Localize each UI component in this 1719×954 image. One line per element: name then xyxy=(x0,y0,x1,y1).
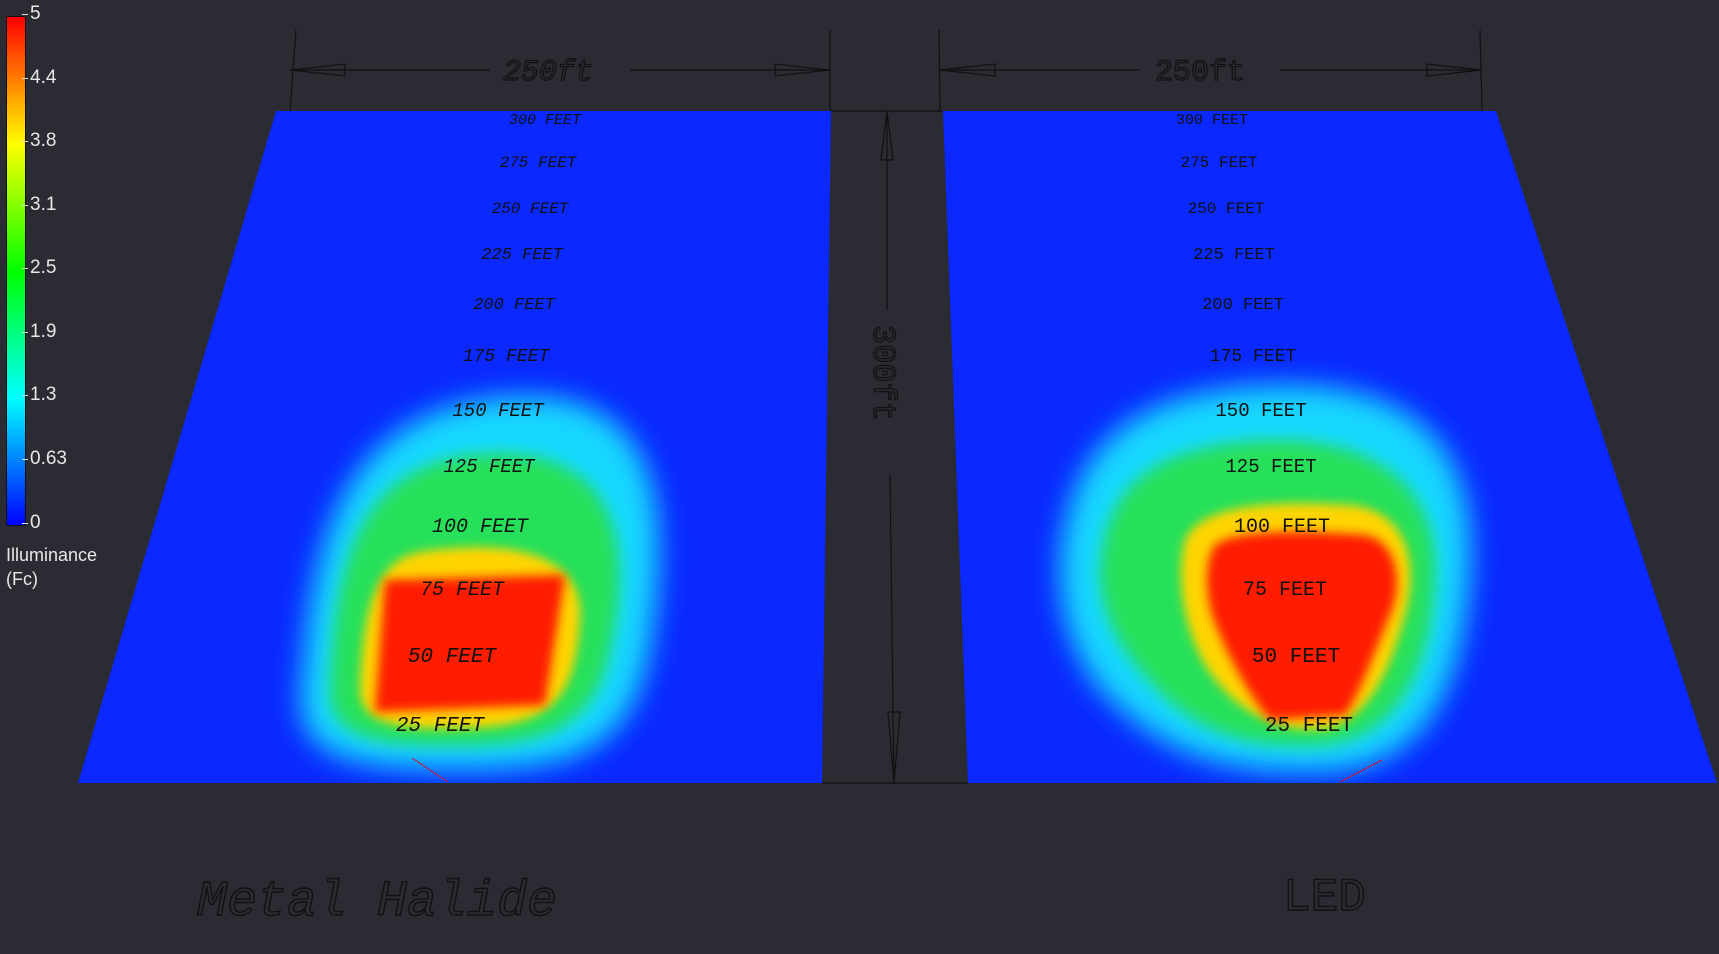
led-label-175: 175 FEET xyxy=(1210,347,1297,367)
led-label-225: 225 FEET xyxy=(1193,246,1275,265)
left-width-label: 250ft xyxy=(503,56,593,90)
illuminance-legend: 5 4.4 3.8 3.1 2.5 1.9 1.3 0.63 0 Illumin… xyxy=(0,0,120,600)
mh-label-300: 300 FEET xyxy=(509,112,582,129)
legend-title-line1: Illuminance xyxy=(6,545,98,565)
left-width-dimension xyxy=(289,29,831,112)
led-label-25: 25 FEET xyxy=(1265,715,1353,738)
led-label-125: 125 FEET xyxy=(1225,456,1316,478)
led-floor xyxy=(943,111,1717,783)
length-dimension xyxy=(822,110,968,784)
mh-label-100: 100 FEET xyxy=(432,516,529,539)
legend-color-bar xyxy=(6,16,26,526)
legend-title-line2: (Fc) xyxy=(6,569,38,589)
legend-tick-3-8: 3.8 xyxy=(21,130,57,151)
led-label-200: 200 FEET xyxy=(1202,296,1284,315)
mh-label-250: 250 FEET xyxy=(492,200,570,218)
mh-source-marker xyxy=(411,757,449,783)
metal-halide-title: Metal Halide xyxy=(197,874,557,931)
led-source-marker xyxy=(1339,759,1383,783)
mh-red-zone xyxy=(375,575,565,712)
metal-halide-floor xyxy=(78,111,831,783)
mh-label-175: 175 FEET xyxy=(463,347,551,367)
mh-label-150: 150 FEET xyxy=(452,400,545,422)
right-width-label: 250ft xyxy=(1155,56,1245,90)
led-label-50: 50 FEET xyxy=(1252,646,1340,669)
legend-tick-4-4: 4.4 xyxy=(21,67,57,88)
led-label-100: 100 FEET xyxy=(1234,516,1330,539)
mh-label-225: 225 FEET xyxy=(481,246,563,265)
legend-tick-2-5: 2.5 xyxy=(21,257,57,278)
right-width-dimension xyxy=(938,29,1483,112)
legend-tick-3-1: 3.1 xyxy=(21,194,57,215)
mh-label-275: 275 FEET xyxy=(500,154,578,172)
legend-tick-5: 5 xyxy=(22,3,41,24)
mh-label-50: 50 FEET xyxy=(408,646,498,669)
mh-label-125: 125 FEET xyxy=(443,456,536,478)
mh-label-25: 25 FEET xyxy=(396,715,486,738)
legend-tick-0: 0 xyxy=(22,512,41,533)
led-label-75: 75 FEET xyxy=(1243,579,1327,602)
led-label-150: 150 FEET xyxy=(1215,400,1306,422)
mh-distance-labels: 300 FEET 275 FEET 250 FEET 225 FEET 200 … xyxy=(396,112,582,738)
led-label-300: 300 FEET xyxy=(1176,112,1248,129)
legend-tick-1-9: 1.9 xyxy=(21,321,57,342)
mh-label-200: 200 FEET xyxy=(473,296,555,315)
legend-tick-0-63: 0.63 xyxy=(22,448,67,469)
led-distance-labels: 300 FEET 275 FEET 250 FEET 225 FEET 200 … xyxy=(1176,112,1353,738)
legend-tick-1-3: 1.3 xyxy=(21,384,57,405)
led-title: LED xyxy=(1283,872,1366,924)
legend-title: Illuminance (Fc) xyxy=(6,543,97,591)
led-label-275: 275 FEET xyxy=(1181,154,1258,172)
length-label: 300ft xyxy=(864,325,901,421)
led-red-zone xyxy=(1207,532,1397,720)
led-label-250: 250 FEET xyxy=(1188,200,1265,218)
mh-label-75: 75 FEET xyxy=(420,579,505,602)
